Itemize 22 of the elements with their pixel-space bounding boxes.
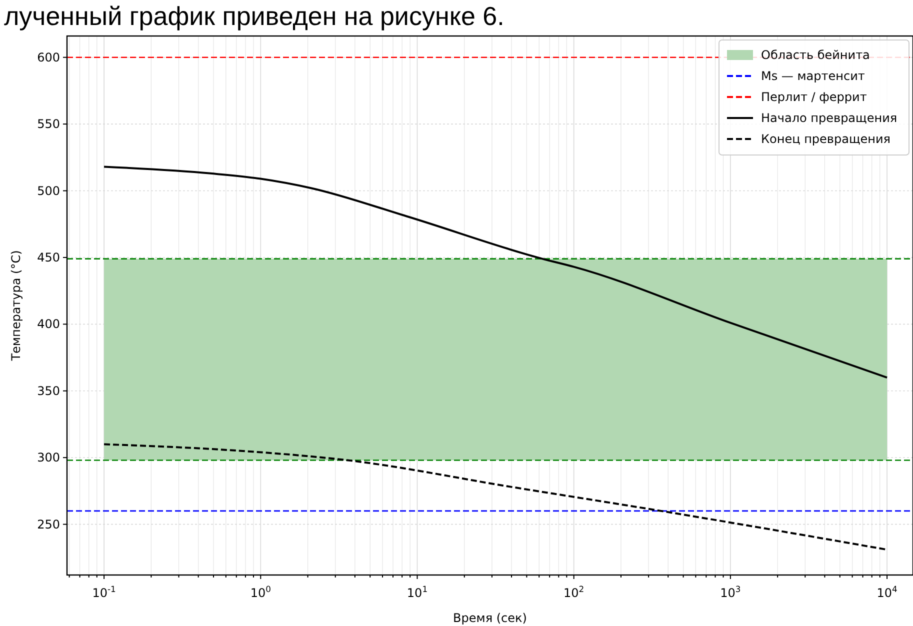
y-tick-label: 500 xyxy=(37,184,60,198)
text: лученный график приведен на рисунке 6. xyxy=(4,1,504,31)
legend-label: Перлит / феррит xyxy=(761,90,867,104)
x-tick-label: 10$^{0}$ xyxy=(250,584,271,600)
x-tick-label: 10$^{-1}$ xyxy=(92,584,116,600)
x-axis-title: Время (сек) xyxy=(453,611,527,625)
y-tick-label: 250 xyxy=(37,517,60,532)
y-tick-label: 400 xyxy=(37,317,60,332)
legend-label: Ms — мартенсит xyxy=(761,69,865,83)
y-tick-label: 600 xyxy=(37,50,60,64)
legend-label: Начало превращения xyxy=(761,111,898,125)
y-tick-label: 300 xyxy=(37,450,60,465)
x-tick-label: 10$^{2}$ xyxy=(564,584,584,600)
legend-label: Область бейнита xyxy=(761,48,870,62)
x-tick-label: 10$^{3}$ xyxy=(720,584,741,600)
y-tick-label: 350 xyxy=(37,384,60,398)
legend-label: Конец превращения xyxy=(761,132,891,146)
x-tick-label: 10$^{4}$ xyxy=(876,584,898,600)
y-tick-label: 550 xyxy=(37,117,60,132)
x-tick-label: 10$^{1}$ xyxy=(406,584,428,600)
y-axis-title: Температура (°C) xyxy=(9,250,23,362)
y-tick-label: 450 xyxy=(37,250,60,264)
